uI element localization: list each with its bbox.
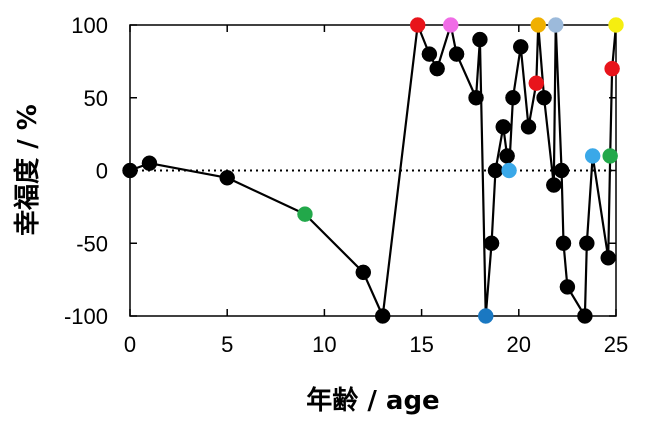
data-point — [468, 90, 484, 106]
data-point — [555, 235, 572, 251]
x-tick-label: 10 — [312, 332, 336, 357]
x-tick-label: 0 — [124, 332, 136, 357]
ticks-layer: 0 5 10 15 20 25 100 50 0 -50 -100 — [64, 13, 628, 357]
data-point — [608, 17, 624, 33]
data-point — [374, 308, 391, 324]
data-point — [472, 31, 488, 48]
data-point — [600, 250, 616, 266]
y-tick-label: -100 — [64, 304, 108, 329]
data-point — [499, 148, 515, 164]
data-point — [546, 177, 562, 193]
data-point — [355, 264, 372, 281]
data-point — [584, 148, 601, 164]
data-point — [604, 60, 620, 77]
data-point — [520, 119, 537, 135]
data-point — [297, 206, 313, 222]
data-point — [122, 162, 138, 179]
data-point — [553, 162, 570, 179]
y-axis-title: 幸福度 / % — [12, 104, 43, 236]
data-point — [536, 90, 552, 106]
data-point — [443, 17, 459, 33]
data-point — [547, 17, 564, 33]
data-point — [602, 148, 618, 164]
x-tick-label: 15 — [409, 332, 433, 357]
data-point — [219, 170, 235, 186]
data-point — [478, 308, 494, 324]
y-tick-label: -50 — [76, 231, 108, 256]
x-tick-label: 5 — [221, 332, 233, 357]
data-point — [577, 308, 593, 324]
data-point — [512, 39, 529, 55]
data-point — [501, 162, 517, 179]
data-point — [448, 46, 465, 62]
data-point — [421, 46, 438, 62]
data-point — [487, 162, 504, 179]
data-point — [141, 155, 158, 171]
data-point — [559, 279, 576, 295]
x-tick-label: 25 — [604, 332, 628, 357]
y-tick-label: 0 — [96, 159, 108, 184]
data-point — [495, 119, 511, 135]
data-point — [528, 75, 545, 91]
x-tick-label: 20 — [507, 332, 531, 357]
data-point — [429, 60, 445, 77]
x-axis-title: 年齢 / age — [306, 385, 439, 416]
data-point — [483, 235, 500, 251]
data-point — [505, 90, 521, 106]
data-point — [579, 235, 595, 251]
y-tick-label: 100 — [71, 13, 108, 38]
data-point — [409, 17, 426, 33]
data-point — [530, 17, 546, 33]
y-tick-label: 50 — [84, 86, 108, 111]
markers-layer — [122, 17, 624, 324]
